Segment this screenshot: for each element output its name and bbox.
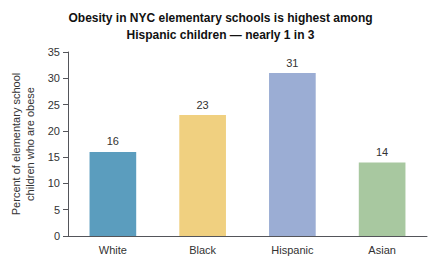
svg-text:16: 16 (107, 135, 119, 147)
svg-text:20: 20 (48, 125, 60, 137)
svg-text:Black: Black (189, 244, 216, 256)
svg-text:Obesity in NYC elementary scho: Obesity in NYC elementary schools is hig… (68, 11, 372, 25)
svg-text:14: 14 (376, 146, 388, 158)
svg-text:0: 0 (54, 230, 60, 242)
svg-text:Percent of elementary school: Percent of elementary school (10, 73, 22, 215)
svg-text:23: 23 (197, 99, 209, 111)
svg-text:31: 31 (286, 57, 298, 69)
svg-text:Hispanic: Hispanic (271, 244, 314, 256)
svg-text:5: 5 (54, 204, 60, 216)
svg-text:15: 15 (48, 151, 60, 163)
svg-text:Hispanic children — nearly 1 i: Hispanic children — nearly 1 in 3 (126, 28, 314, 42)
svg-text:30: 30 (48, 72, 60, 84)
svg-text:10: 10 (48, 177, 60, 189)
svg-text:White: White (99, 244, 127, 256)
svg-text:35: 35 (48, 46, 60, 58)
svg-text:children who are obese: children who are obese (24, 87, 36, 201)
svg-text:25: 25 (48, 99, 60, 111)
svg-text:Asian: Asian (368, 244, 396, 256)
